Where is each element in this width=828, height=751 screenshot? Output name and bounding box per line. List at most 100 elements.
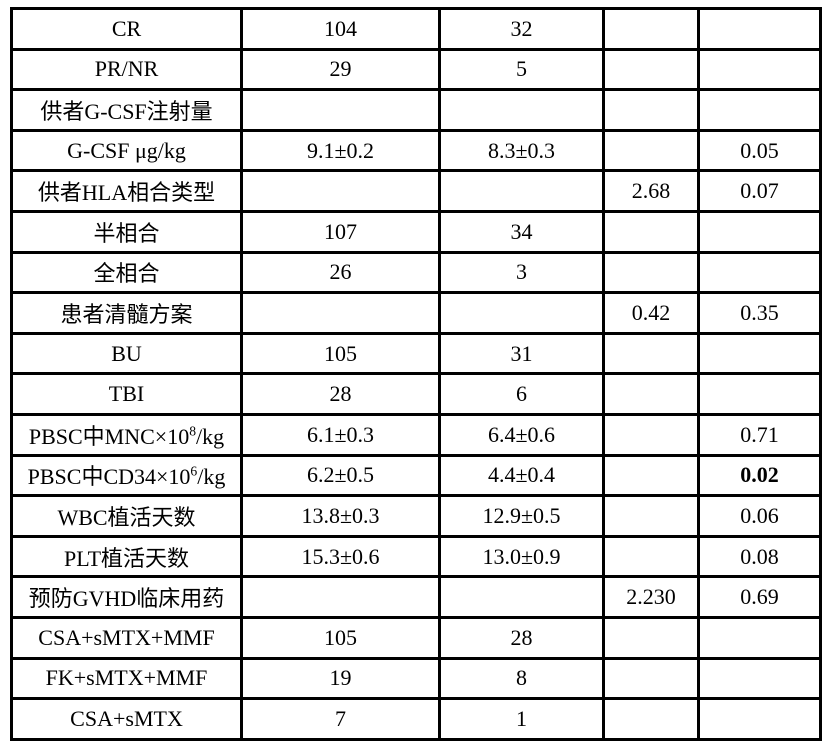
- cell-group2: 32: [438, 7, 605, 51]
- cell-group2: 31: [438, 331, 605, 376]
- table-row: 半相合 107 34: [10, 209, 822, 254]
- row-label: WBC植活天数: [10, 494, 243, 538]
- cell-pvalue: [697, 697, 822, 741]
- row-label: FK+sMTX+MMF: [10, 656, 243, 701]
- row-label: CSA+sMTX+MMF: [10, 615, 243, 660]
- row-label-unit: /kg: [197, 464, 226, 490]
- row-label: TBI: [10, 372, 243, 416]
- cell-group2: 6.4±0.6: [438, 412, 605, 457]
- cell-group1: 19: [240, 656, 441, 701]
- cell-group2: 13.0±0.9: [438, 534, 605, 579]
- table-row: PLT植活天数 15.3±0.6 13.0±0.9 0.08: [10, 534, 822, 579]
- cell-statistic: [602, 615, 700, 660]
- row-label: G-CSF μg/kg: [10, 128, 243, 173]
- row-label: CSA+sMTX: [10, 697, 243, 741]
- table-row: 供者G-CSF注射量: [10, 88, 822, 132]
- cell-group1: 28: [240, 372, 441, 416]
- cell-statistic: [602, 453, 700, 498]
- table-row: 全相合 26 3: [10, 250, 822, 295]
- row-label: PR/NR: [10, 47, 243, 92]
- cell-statistic: [602, 372, 700, 416]
- table-row: 供者HLA相合类型 2.68 0.07: [10, 169, 822, 213]
- cell-group1: 104: [240, 7, 441, 51]
- cell-statistic: [602, 88, 700, 132]
- row-label: 供者G-CSF注射量: [10, 88, 243, 132]
- row-label: 预防GVHD临床用药: [10, 575, 243, 619]
- cell-pvalue: 0.02: [697, 453, 822, 498]
- cell-statistic: [602, 331, 700, 376]
- cell-group1: 29: [240, 47, 441, 92]
- cell-group2: 28: [438, 615, 605, 660]
- cell-statistic: [602, 412, 700, 457]
- cell-statistic: [602, 534, 700, 579]
- cell-pvalue: [697, 372, 822, 416]
- row-label-unit: /kg: [196, 423, 225, 449]
- cell-statistic: [602, 250, 700, 295]
- cell-group1: 6.2±0.5: [240, 453, 441, 498]
- superscript: 8: [189, 423, 197, 439]
- cell-group1: 6.1±0.3: [240, 412, 441, 457]
- cell-group1: [240, 291, 441, 335]
- cell-statistic: 2.68: [602, 169, 700, 213]
- cell-pvalue: 0.06: [697, 494, 822, 538]
- cell-group2: 5: [438, 47, 605, 92]
- cell-pvalue: 0.08: [697, 534, 822, 579]
- row-label-text: PBSC中MNC×10: [28, 423, 190, 449]
- cell-group2: [438, 291, 605, 335]
- cell-group2: 6: [438, 372, 605, 416]
- cell-group1: [240, 88, 441, 132]
- table-row: G-CSF μg/kg 9.1±0.2 8.3±0.3 0.05: [10, 128, 822, 173]
- cell-pvalue: 0.71: [697, 412, 822, 457]
- cell-group1: [240, 169, 441, 213]
- cell-statistic: [602, 7, 700, 51]
- table-row: 患者清髓方案 0.42 0.35: [10, 291, 822, 335]
- table-row: CR 104 32: [10, 7, 822, 51]
- cell-group2: 4.4±0.4: [438, 453, 605, 498]
- cell-group1: [240, 575, 441, 619]
- cell-pvalue: 0.05: [697, 128, 822, 173]
- cell-group1: 107: [240, 209, 441, 254]
- cell-group2: 8: [438, 656, 605, 701]
- cell-pvalue: [697, 656, 822, 701]
- cell-pvalue: 0.69: [697, 575, 822, 619]
- row-label: BU: [10, 331, 243, 376]
- cell-pvalue: 0.07: [697, 169, 822, 213]
- cell-statistic: 0.42: [602, 291, 700, 335]
- cell-group1: 105: [240, 615, 441, 660]
- cell-pvalue: [697, 331, 822, 376]
- cell-group2: 12.9±0.5: [438, 494, 605, 538]
- row-label: PBSC中MNC×108/kg: [10, 412, 243, 457]
- cell-group2: 8.3±0.3: [438, 128, 605, 173]
- row-label: 半相合: [10, 209, 243, 254]
- cell-statistic: [602, 656, 700, 701]
- cell-group2: 1: [438, 697, 605, 741]
- cell-statistic: [602, 47, 700, 92]
- cell-pvalue: [697, 88, 822, 132]
- cell-statistic: [602, 128, 700, 173]
- table-row: 预防GVHD临床用药 2.230 0.69: [10, 575, 822, 619]
- cell-group1: 15.3±0.6: [240, 534, 441, 579]
- row-label: PBSC中CD34×106/kg: [10, 453, 243, 498]
- cell-pvalue: 0.35: [697, 291, 822, 335]
- cell-group1: 9.1±0.2: [240, 128, 441, 173]
- table-row: CSA+sMTX 7 1: [10, 697, 822, 741]
- cell-group2: 3: [438, 250, 605, 295]
- cell-group2: [438, 88, 605, 132]
- cell-statistic: 2.230: [602, 575, 700, 619]
- table-row: CSA+sMTX+MMF 105 28: [10, 615, 822, 660]
- table-row: WBC植活天数 13.8±0.3 12.9±0.5 0.06: [10, 494, 822, 538]
- cell-pvalue: [697, 47, 822, 92]
- row-label-text: PBSC中CD34×10: [27, 464, 191, 490]
- cell-pvalue: [697, 250, 822, 295]
- cell-group1: 13.8±0.3: [240, 494, 441, 538]
- row-label: 供者HLA相合类型: [10, 169, 243, 213]
- cell-statistic: [602, 494, 700, 538]
- superscript: 6: [190, 464, 198, 479]
- table-row: PR/NR 29 5: [10, 47, 822, 92]
- cell-group1: 7: [240, 697, 441, 741]
- cell-group2: 34: [438, 209, 605, 254]
- row-label: 全相合: [10, 250, 243, 295]
- cell-group2: [438, 575, 605, 619]
- table-body: CR 104 32 PR/NR 29 5 供者G-CSF注射量 G-CSF μg…: [10, 7, 822, 741]
- row-label: 患者清髓方案: [10, 291, 243, 335]
